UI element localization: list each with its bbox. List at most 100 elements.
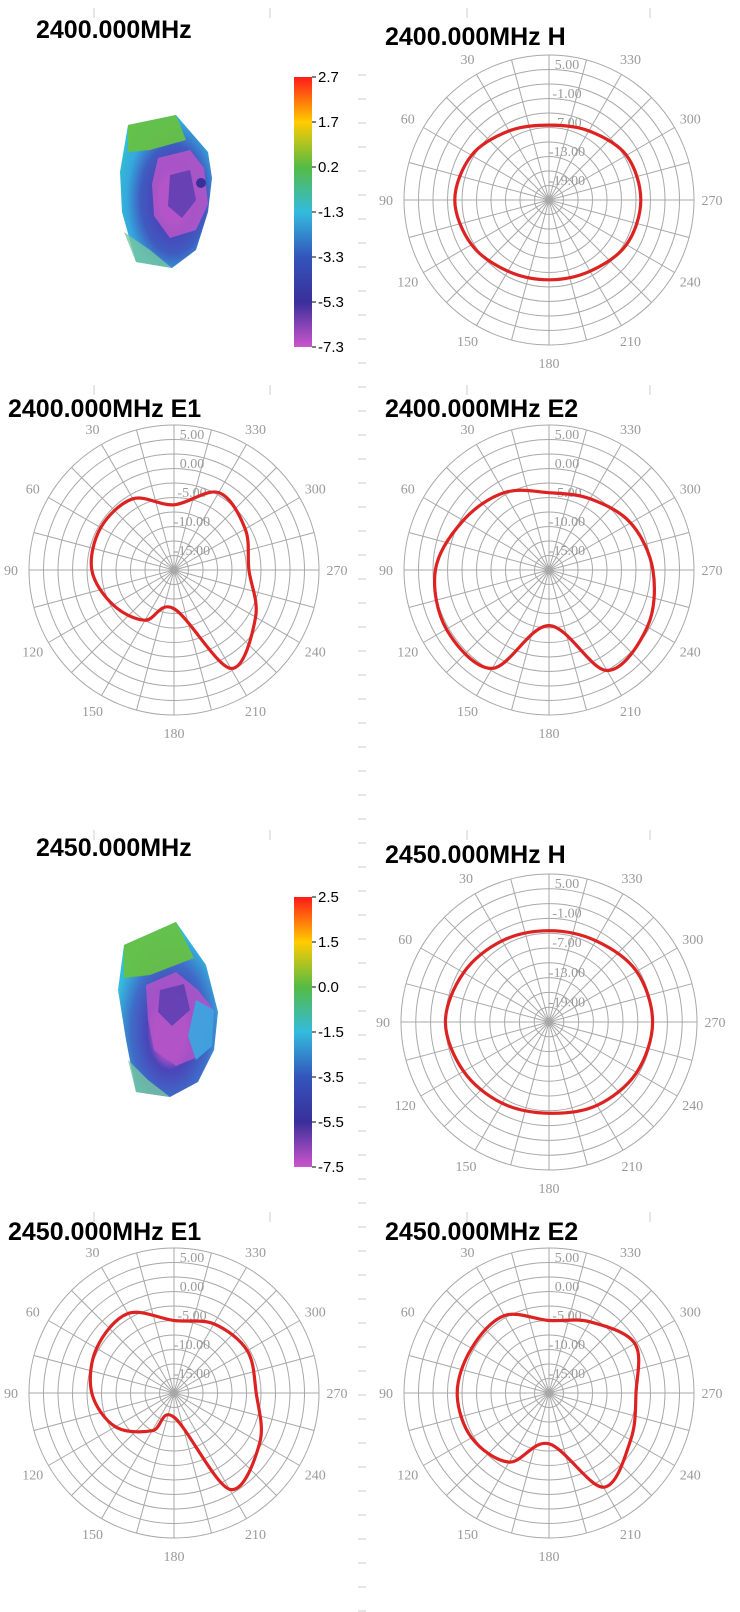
angle-tick-label: 270 xyxy=(702,564,723,579)
pattern-series-line xyxy=(443,929,655,1115)
grid-spoke xyxy=(173,569,247,696)
grid-spoke xyxy=(173,1267,247,1394)
grid-spoke xyxy=(136,569,175,711)
angle-tick-label: 90 xyxy=(379,1387,393,1402)
grid-spoke xyxy=(511,59,550,201)
grid-spoke xyxy=(548,569,690,608)
heatmap-panel: 2450.000MHz 2.51.50.0-1.5-3.5-5. xyxy=(36,834,344,1176)
grid-spoke xyxy=(548,1392,690,1431)
radial-tick-label: -15.00 xyxy=(549,1367,585,1382)
angle-tick-label: 120 xyxy=(397,646,418,661)
angle-tick-label: 90 xyxy=(376,1016,390,1031)
grid-spoke xyxy=(33,569,175,608)
angle-tick-label: 270 xyxy=(327,564,348,579)
grid-spoke xyxy=(420,1021,550,1097)
ruler-ticks xyxy=(93,8,651,1612)
grid-spoke xyxy=(511,1392,550,1534)
angle-tick-label: 270 xyxy=(705,1016,726,1031)
grid-spoke xyxy=(173,569,277,673)
chart-title: 2400.000MHz E1 xyxy=(8,395,201,423)
angle-tick-label: 30 xyxy=(86,1246,100,1261)
grid-spoke xyxy=(510,878,550,1023)
angle-tick-label: 330 xyxy=(620,1246,641,1261)
angle-tick-label: 120 xyxy=(397,1469,418,1484)
grid-spoke xyxy=(173,467,277,571)
grid-spoke xyxy=(511,1252,550,1394)
grid-spoke xyxy=(71,1392,175,1496)
colorbar-tick-label: 1.5 xyxy=(318,934,339,951)
grid-spoke xyxy=(408,1392,550,1431)
colorbar-tick-label: 0.2 xyxy=(318,159,339,176)
grid-spoke xyxy=(548,1021,655,1128)
grid-spoke xyxy=(548,1290,652,1394)
grid-spoke xyxy=(548,1392,622,1519)
grid-spoke xyxy=(446,1392,550,1496)
grid-spoke xyxy=(408,569,550,608)
grid-spoke xyxy=(476,569,550,696)
grid-spoke xyxy=(443,1021,550,1128)
radial-tick-label: 5.00 xyxy=(555,877,580,892)
polar-grid xyxy=(403,424,695,716)
grid-spoke xyxy=(548,1252,587,1394)
grid-spoke xyxy=(423,127,550,201)
angle-tick-label: 330 xyxy=(245,1246,266,1261)
grid-spoke xyxy=(136,1252,175,1394)
sar-distribution-image xyxy=(118,922,218,1097)
grid-spoke xyxy=(548,199,690,238)
grid-spoke xyxy=(548,199,622,326)
angle-tick-label: 240 xyxy=(680,1469,701,1484)
angle-tick-label: 30 xyxy=(86,423,100,438)
angle-tick-label: 210 xyxy=(620,335,641,350)
radial-tick-label: 5.00 xyxy=(555,1251,580,1266)
grid-spoke xyxy=(548,916,655,1023)
radial-tick-label: -7.00 xyxy=(552,936,581,951)
grid-spoke xyxy=(173,1392,315,1431)
grid-spoke xyxy=(33,1392,175,1431)
angle-tick-label: 300 xyxy=(305,1306,326,1321)
grid-spoke xyxy=(476,199,550,326)
grid-spoke xyxy=(511,429,550,571)
angle-tick-label: 60 xyxy=(26,1306,40,1321)
grid-spoke xyxy=(548,497,675,571)
grid-spoke xyxy=(548,1021,678,1097)
grid-spoke xyxy=(173,1392,247,1519)
angle-tick-label: 300 xyxy=(680,483,701,498)
angle-tick-label: 180 xyxy=(539,1182,560,1197)
angle-tick-label: 180 xyxy=(539,1550,560,1565)
grid-spoke xyxy=(548,893,624,1023)
radial-tick-label: -13.00 xyxy=(549,966,585,981)
grid-spoke xyxy=(420,947,550,1023)
angle-tick-label: 90 xyxy=(379,564,393,579)
angle-tick-label: 270 xyxy=(702,1387,723,1402)
angle-tick-label: 270 xyxy=(702,194,723,209)
colorbar: 2.5 1.5 0.0 -1.5 -3.5 -5.5 -7.5 xyxy=(294,889,344,1176)
grid-spoke xyxy=(476,444,550,571)
colorbar-tick-label: -3.5 xyxy=(318,1069,344,1086)
colorbar-tick-label: -7.3 xyxy=(318,339,344,356)
angle-tick-label: 150 xyxy=(82,1528,103,1543)
pattern-series-line xyxy=(89,490,258,670)
angle-tick-label: 120 xyxy=(397,276,418,291)
grid-spoke xyxy=(173,569,315,608)
grid-spoke xyxy=(446,97,550,201)
radial-tick-label: 5.00 xyxy=(555,58,580,73)
angle-tick-label: 150 xyxy=(457,705,478,720)
angle-tick-label: 300 xyxy=(682,933,703,948)
grid-spoke xyxy=(548,59,587,201)
grid-spoke xyxy=(48,497,175,571)
grid-spoke xyxy=(510,1021,550,1166)
grid-spoke xyxy=(548,983,693,1023)
grid-spoke xyxy=(548,532,690,571)
grid-spoke xyxy=(408,162,550,201)
grid-spoke xyxy=(173,569,300,643)
grid-spoke xyxy=(511,569,550,711)
grid-spoke xyxy=(474,893,550,1023)
grid-spoke xyxy=(548,1320,675,1394)
grid-spoke xyxy=(101,569,175,696)
angle-tick-label: 180 xyxy=(164,727,185,742)
pattern-series-line xyxy=(453,123,643,282)
chart-title: 2450.000MHz E2 xyxy=(385,1218,578,1246)
grid-spoke xyxy=(173,569,212,711)
grid-spoke xyxy=(548,1267,622,1394)
